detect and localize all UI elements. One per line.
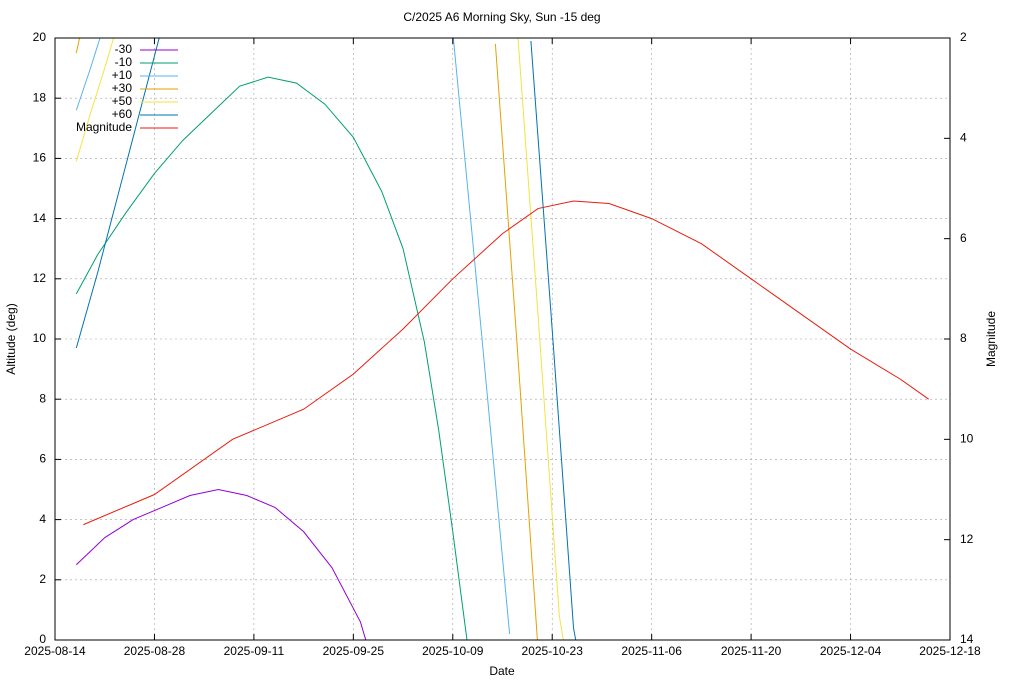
- y2-tick-label: 8: [960, 331, 967, 345]
- y2-tick-label: 4: [960, 131, 967, 145]
- grid-layer: [54, 37, 951, 641]
- x-tick-label: 2025-12-18: [919, 644, 981, 658]
- y2-tick-label: 12: [960, 532, 974, 546]
- data-line: [75, 38, 511, 635]
- data-line: [75, 38, 538, 640]
- x-tick-label: 2025-10-09: [422, 644, 484, 658]
- legend-label: -10: [115, 55, 133, 69]
- y2-tick-label: 14: [960, 632, 974, 646]
- legend-label: Magnitude: [76, 120, 132, 134]
- y2-axis-label: Magnitude: [984, 311, 998, 367]
- y-axis-label: Altitude (deg): [4, 303, 18, 374]
- y-tick-label: 16: [33, 151, 47, 165]
- y-tick-label: 4: [39, 512, 46, 526]
- y-tick-label: 14: [33, 211, 47, 225]
- y2-tick-label: 2: [960, 30, 967, 44]
- legend-label: +10: [112, 68, 133, 82]
- data-line: [75, 488, 367, 640]
- data-line: [75, 76, 468, 640]
- x-tick-label: 2025-09-25: [323, 644, 385, 658]
- y-tick-label: 20: [33, 30, 47, 44]
- y-tick-label: 2: [39, 572, 46, 586]
- x-axis-label: Date: [489, 664, 515, 678]
- plot-area: [75, 38, 929, 640]
- x-tick-label: 2025-11-06: [621, 644, 682, 658]
- x-tick-label: 2025-08-14: [24, 644, 86, 658]
- y-tick-label: 18: [33, 90, 47, 104]
- y2-tick-label: 10: [960, 432, 974, 446]
- x-tick-label: 2025-12-04: [820, 644, 882, 658]
- data-line: [83, 200, 929, 526]
- x-tick-label: 2025-10-23: [522, 644, 584, 658]
- y-tick-label: 10: [33, 331, 47, 345]
- legend-label: +50: [112, 94, 133, 108]
- legend-label: +30: [112, 81, 133, 95]
- chart-title: C/2025 A6 Morning Sky, Sun -15 deg: [403, 10, 600, 24]
- x-tick-label: 2025-08-28: [124, 644, 186, 658]
- y2-tick-label: 6: [960, 231, 967, 245]
- y-tick-label: 8: [39, 391, 46, 405]
- x-tick-label: 2025-11-20: [721, 644, 782, 658]
- legend-label: -30: [115, 42, 133, 56]
- data-line: [75, 38, 564, 640]
- x-tick-label: 2025-09-11: [224, 644, 285, 658]
- y-tick-label: 12: [33, 271, 47, 285]
- data-line: [75, 38, 577, 640]
- y-tick-label: 6: [39, 452, 46, 466]
- legend-label: +60: [112, 107, 133, 121]
- y-tick-label: 0: [39, 632, 46, 646]
